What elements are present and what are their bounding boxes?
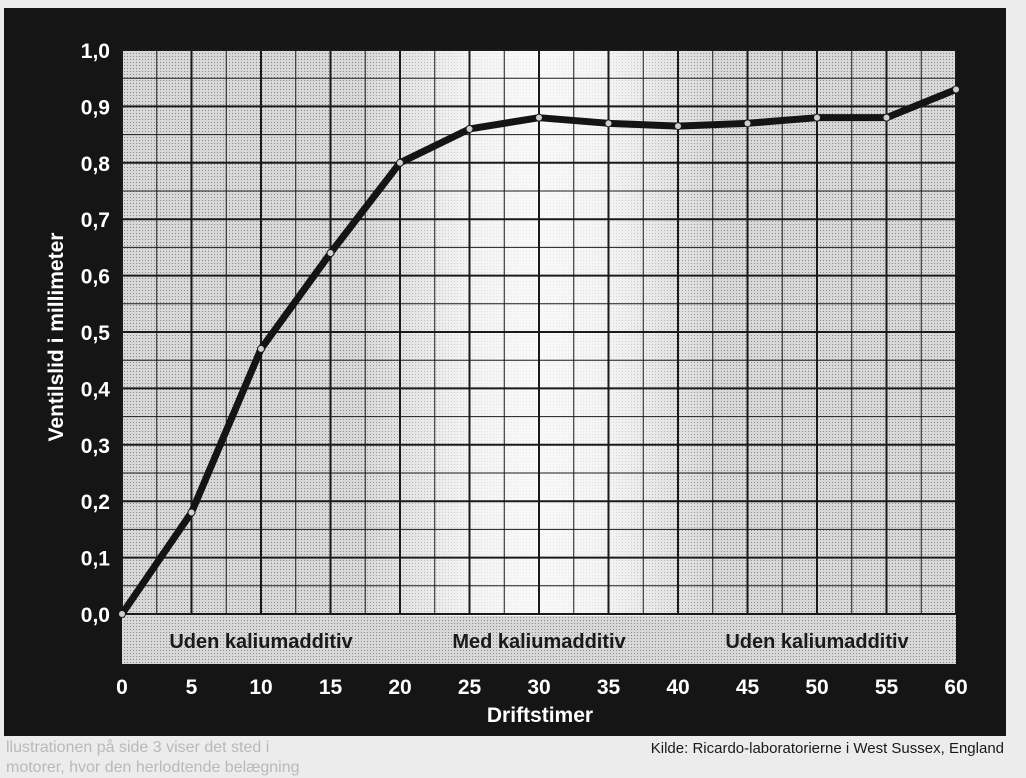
background-page-text: llustrationen på side 3 viser det sted i… [6, 738, 300, 778]
source-caption: Kilde: Ricardo-laboratorierne i West Sus… [650, 740, 1004, 757]
data-point [535, 113, 543, 122]
y-tick-label: 0,1 [81, 548, 111, 571]
y-tick-label: 0,6 [81, 266, 110, 289]
x-tick-label: 20 [388, 676, 411, 699]
y-axis-label: Ventilslid i millimeter [45, 233, 68, 442]
x-tick-label: 45 [736, 676, 760, 699]
y-tick-label: 0,2 [81, 491, 110, 514]
x-tick-label: 5 [186, 676, 198, 699]
y-tick-label: 1,0 [81, 40, 110, 63]
y-tick-label: 0,5 [81, 322, 111, 345]
data-point [118, 610, 126, 618]
y-tick-label: 0,3 [81, 435, 110, 458]
region-label: Uden kaliumadditiv [725, 631, 909, 653]
x-tick-label: 25 [458, 676, 482, 699]
data-point [465, 124, 474, 133]
data-point [187, 508, 196, 517]
data-point [952, 85, 960, 94]
y-tick-label: 0,0 [81, 604, 110, 627]
data-point [813, 113, 821, 122]
x-tick-label: 55 [875, 676, 899, 699]
chart: Uden kaliumadditiv Med kaliumadditiv Uden … [45, 40, 968, 727]
y-tick-label: 0,7 [81, 209, 110, 232]
y-tick-label: 0,4 [81, 378, 111, 401]
x-tick-label: 35 [597, 676, 621, 699]
data-point [326, 249, 335, 258]
x-axis-label: Driftstimer [487, 704, 593, 727]
chart-frame: Uden kaliumadditiv Med kaliumadditiv Uden … [4, 8, 1006, 736]
plot-border [121, 49, 957, 615]
x-tick-label: 40 [666, 676, 689, 699]
background-text-line: motorer, hvor den herlodtende belægning [6, 759, 300, 776]
x-tick-label: 50 [805, 676, 828, 699]
region-label: Uden kaliumadditiv [169, 631, 353, 653]
x-tick-label: 30 [527, 676, 550, 699]
y-tick-label: 0,9 [81, 96, 110, 119]
region-band [122, 616, 956, 664]
data-point [396, 158, 404, 167]
data-point [743, 119, 752, 128]
x-tick-label: 10 [249, 676, 272, 699]
data-point [257, 344, 265, 353]
region-label: Med kaliumadditiv [452, 631, 626, 653]
data-point [674, 122, 682, 131]
data-point [604, 119, 613, 128]
x-tick-label: 0 [116, 676, 128, 699]
y-tick-label: 0,8 [81, 153, 111, 176]
x-tick-label: 15 [319, 676, 343, 699]
x-tick-label: 60 [944, 676, 967, 699]
data-point [882, 113, 891, 122]
background-text-line: llustrationen på side 3 viser det sted i [6, 739, 270, 756]
